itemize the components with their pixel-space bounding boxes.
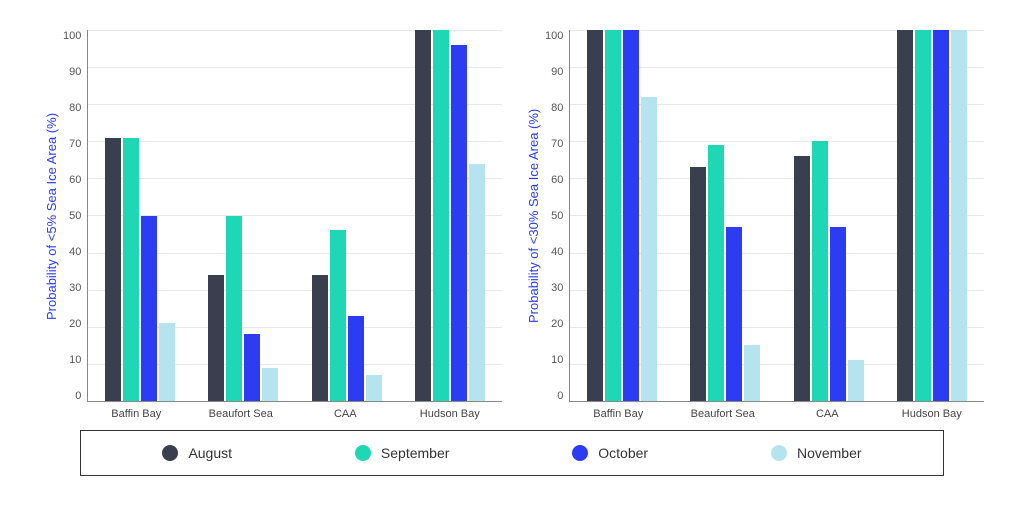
bar-november [366,375,382,401]
bar-group [587,30,657,401]
y-tick: 100 [545,30,563,42]
y-axis-label: Probability of <30% Sea Ice Area (%) [522,30,545,402]
y-axis: 1009080706050403020100 [63,30,87,402]
bar-september [812,141,828,401]
bar-september [605,30,621,401]
y-tick: 50 [69,210,81,222]
y-tick: 60 [69,174,81,186]
bar-group [897,30,967,401]
bar-october [141,216,157,402]
bar-august [794,156,810,401]
bar-november [262,368,278,401]
bar-october [830,227,846,401]
legend: August September October November [80,430,944,476]
legend-item-october: October [572,445,648,461]
bar-october [933,30,949,401]
chart-lt5: Probability of <5% Sea Ice Area (%)10090… [40,30,502,420]
bar-august [690,167,706,401]
chart-body: Probability of <5% Sea Ice Area (%)10090… [40,30,502,402]
y-tick: 100 [63,30,81,42]
bar-october [348,316,364,401]
bar-november [159,323,175,401]
bar-november [744,345,760,401]
x-category: Beaufort Sea [189,408,294,420]
legend-item-august: August [162,445,232,461]
bar-october [623,30,639,401]
bar-september [915,30,931,401]
y-tick: 60 [551,174,563,186]
bar-group [690,30,760,401]
y-tick: 80 [551,102,563,114]
bar-november [848,360,864,401]
plot-area [569,30,984,402]
x-category: CAA [775,408,880,420]
bar-group [794,30,864,401]
x-category: Beaufort Sea [671,408,776,420]
y-tick: 20 [69,318,81,330]
september-swatch-icon [355,445,371,461]
x-category: Hudson Bay [880,408,985,420]
chart-lt30: Probability of <30% Sea Ice Area (%)1009… [522,30,984,420]
y-tick: 0 [75,390,81,402]
bar-group [208,30,278,401]
y-tick: 10 [69,354,81,366]
legend-item-november: November [771,445,862,461]
legend-label: November [797,445,862,461]
y-tick: 40 [551,246,563,258]
august-swatch-icon [162,445,178,461]
legend-label: October [598,445,648,461]
bar-august [312,275,328,401]
october-swatch-icon [572,445,588,461]
bar-november [951,30,967,401]
y-tick: 10 [551,354,563,366]
y-tick: 70 [69,138,81,150]
plot-area [87,30,502,402]
bar-october [451,45,467,401]
y-tick: 30 [69,282,81,294]
bar-group [415,30,485,401]
bar-september [708,145,724,401]
y-tick: 20 [551,318,563,330]
bar-august [105,138,121,401]
y-tick: 50 [551,210,563,222]
x-axis: Baffin BayBeaufort SeaCAAHudson Bay [84,402,502,420]
bar-september [123,138,139,401]
y-tick: 30 [551,282,563,294]
y-axis: 1009080706050403020100 [545,30,569,402]
y-tick: 70 [551,138,563,150]
y-tick: 90 [69,66,81,78]
bar-september [330,230,346,401]
x-axis: Baffin BayBeaufort SeaCAAHudson Bay [566,402,984,420]
november-swatch-icon [771,445,787,461]
y-tick: 90 [551,66,563,78]
chart-body: Probability of <30% Sea Ice Area (%)1009… [522,30,984,402]
legend-label: August [188,445,232,461]
bar-august [897,30,913,401]
bar-august [415,30,431,401]
y-tick: 40 [69,246,81,258]
bar-group [105,30,175,401]
charts-row: Probability of <5% Sea Ice Area (%)10090… [0,0,1024,430]
bar-november [469,164,485,401]
x-category: CAA [293,408,398,420]
legend-item-september: September [355,445,449,461]
x-category: Hudson Bay [398,408,503,420]
legend-label: September [381,445,449,461]
x-category: Baffin Bay [84,408,189,420]
bar-group [312,30,382,401]
y-tick: 0 [557,390,563,402]
y-tick: 80 [69,102,81,114]
bar-august [587,30,603,401]
bar-october [726,227,742,401]
bar-october [244,334,260,401]
x-category: Baffin Bay [566,408,671,420]
bar-august [208,275,224,401]
bar-september [226,216,242,402]
bar-september [433,30,449,401]
y-axis-label: Probability of <5% Sea Ice Area (%) [40,30,63,402]
bar-november [641,97,657,401]
